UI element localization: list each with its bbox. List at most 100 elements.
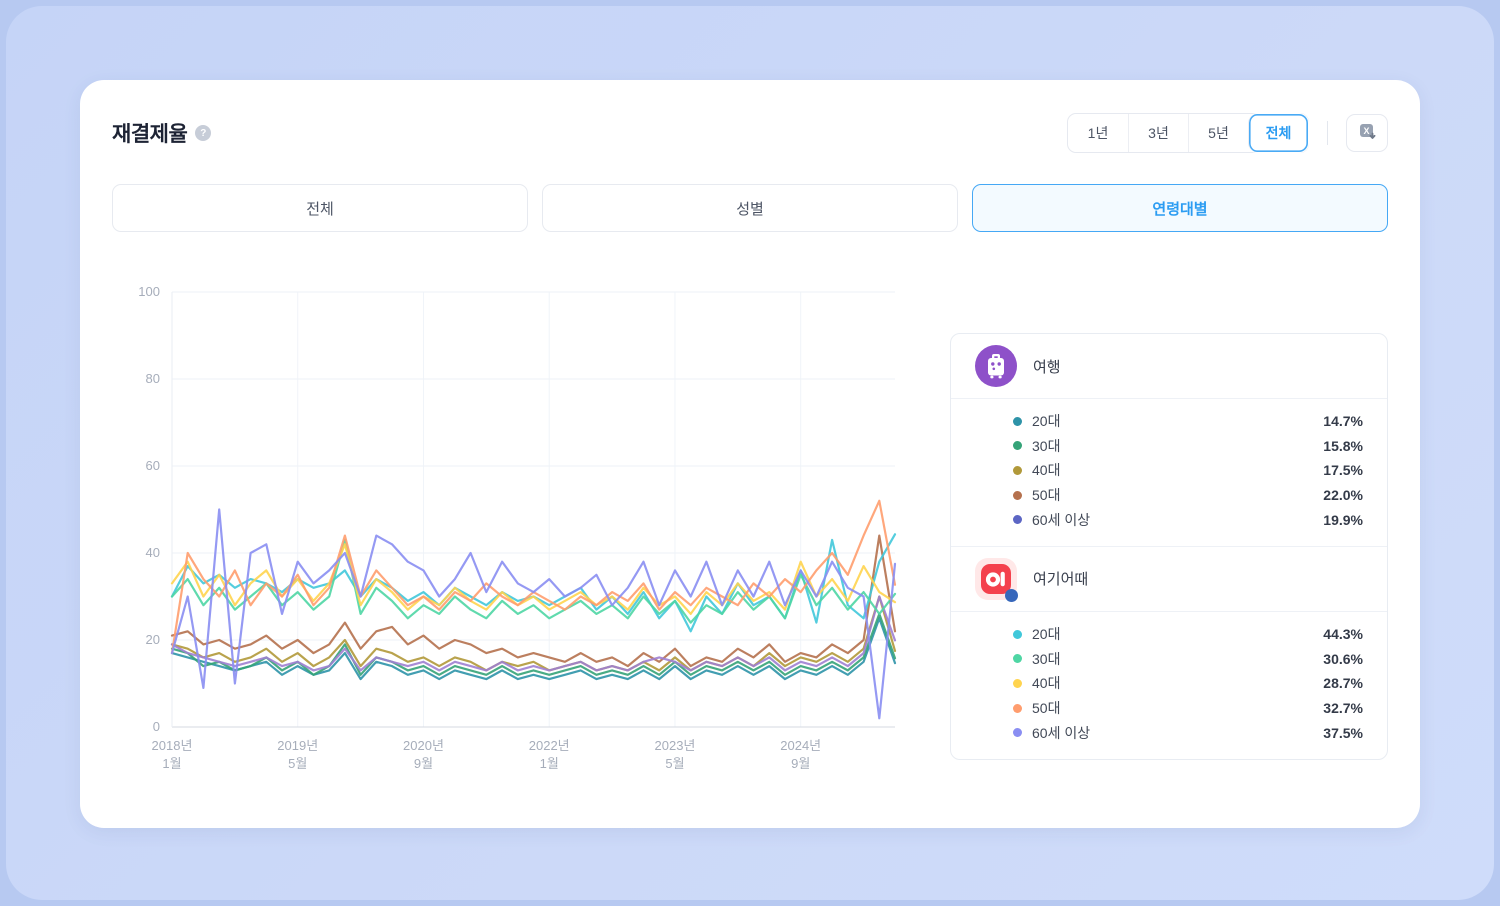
line-series[interactable] — [170, 534, 897, 668]
y-axis-label: 80 — [146, 371, 160, 386]
y-axis-label: 60 — [146, 458, 160, 473]
legend-item-label: 40대 — [1032, 462, 1061, 479]
legend-item-label: 20대 — [1032, 413, 1061, 430]
series-color-dot — [1013, 441, 1022, 451]
range-control: 1년 3년 5년 전체 — [1067, 113, 1309, 153]
series-color-dot — [1013, 728, 1022, 738]
line-series[interactable] — [170, 508, 897, 720]
range-button-0[interactable]: 1년 — [1068, 114, 1128, 152]
range-button-2[interactable]: 5년 — [1188, 114, 1248, 152]
series-color-dot — [1013, 416, 1022, 426]
y-axis-label: 40 — [146, 545, 160, 560]
excel-download-icon: X — [1357, 122, 1377, 144]
brand-badge-dot — [1005, 588, 1018, 602]
svg-text:X: X — [1363, 126, 1369, 136]
legend-item-label: 30대 — [1032, 437, 1061, 454]
legend-item-left: 60세 이상 — [1013, 510, 1090, 530]
line-series[interactable] — [170, 538, 897, 624]
legend-item-left: 40대 — [1013, 673, 1060, 693]
tab-2[interactable]: 연령대별 — [972, 184, 1388, 232]
help-icon[interactable]: ? — [195, 125, 212, 141]
legend-item-left: 50대 — [1013, 698, 1060, 718]
legend-rows-0: 20대 14.7% 30대 15.8% 40대 17.5% 50대 22.0% 60세 이상 19… — [951, 399, 1387, 546]
y-axis-label: 20 — [146, 632, 160, 647]
page-title: 재결제율 — [112, 123, 188, 146]
series-color-dot — [1013, 629, 1022, 639]
chart-canvas[interactable]: 0 20 40 60 80 100 2018년 1월 2019년 5월 2020년 9월 2022년 1월… — [120, 280, 966, 780]
x-axis-label: 2019년 5월 — [277, 738, 318, 771]
legend-item-label: 50대 — [1032, 700, 1061, 717]
x-axis-label: 2022년 1월 — [529, 738, 570, 771]
yeogieottae-app-icon — [975, 557, 1018, 602]
brand-name: 여기어때 — [1033, 571, 1089, 589]
tab-1[interactable]: 성별 — [542, 184, 958, 232]
brand-header-1[interactable]: 여기어때 — [951, 545, 1387, 612]
x-axis-label: 2023년 5월 — [655, 738, 696, 771]
legend-item[interactable]: 50대 32.7% — [951, 696, 1387, 721]
line-series[interactable] — [170, 595, 897, 672]
legend-item-value: 30.6% — [1323, 650, 1363, 667]
legend-item-left: 40대 — [1013, 460, 1060, 480]
legend-item[interactable]: 40대 28.7% — [951, 671, 1387, 696]
legend-item-value: 37.5% — [1323, 724, 1363, 741]
legend-rows-1: 20대 44.3% 30대 30.6% 40대 28.7% 50대 32.7% 60세 이상 37… — [951, 612, 1387, 759]
legend-item-label: 60세 이상 — [1032, 511, 1091, 528]
retention-line-chart[interactable]: 0 20 40 60 80 100 2018년 1월 2019년 5월 2020년 9월 2022년 1월… — [120, 280, 966, 780]
legend-item-value: 17.5% — [1323, 462, 1363, 479]
legend-item-value: 14.7% — [1323, 413, 1363, 430]
legend-panel: 여행 20대 14.7% 30대 15.8% 40대 17.5% 50대 22.0% 60세 이상… — [950, 333, 1388, 760]
series-color-dot — [1013, 515, 1022, 525]
line-series[interactable] — [170, 543, 897, 615]
legend-item-value: 22.0% — [1323, 487, 1363, 504]
legend-item-label: 50대 — [1032, 487, 1061, 504]
legend-item-label: 20대 — [1032, 626, 1061, 643]
retention-rate-card: 재결제율 ? 1년 3년 5년 전체 X 전체 성별 연령대별 0 20 40 60 80 100 2… — [80, 80, 1420, 828]
line-series[interactable] — [170, 595, 897, 672]
y-axis-label: 100 — [138, 284, 160, 299]
series-color-dot — [1013, 465, 1022, 475]
line-series[interactable] — [170, 499, 897, 655]
legend-item-value: 15.8% — [1323, 437, 1363, 454]
y-axis-label: 0 — [153, 719, 160, 734]
legend-item[interactable]: 60세 이상 19.9% — [951, 507, 1387, 532]
legend-item-label: 40대 — [1032, 675, 1061, 692]
line-series[interactable] — [170, 617, 897, 681]
legend-item-label: 30대 — [1032, 650, 1061, 667]
travel-bag-icon — [975, 345, 1017, 387]
series-color-dot — [1013, 678, 1022, 688]
excel-export-button[interactable]: X — [1346, 114, 1388, 152]
legend-item[interactable]: 50대 22.0% — [951, 483, 1387, 508]
legend-item[interactable]: 20대 14.7% — [951, 409, 1387, 434]
series-color-dot — [1013, 654, 1022, 664]
legend-item-value: 32.7% — [1323, 700, 1363, 717]
brand-header-0[interactable]: 여행 — [951, 334, 1387, 399]
legend-item-left: 30대 — [1013, 436, 1060, 456]
legend-item[interactable]: 60세 이상 37.5% — [951, 720, 1387, 745]
legend-item[interactable]: 30대 30.6% — [951, 647, 1387, 672]
x-axis-label: 2018년 1월 — [152, 738, 193, 771]
legend-item-left: 20대 — [1013, 411, 1060, 431]
series-color-dot — [1013, 490, 1022, 500]
legend-item[interactable]: 40대 17.5% — [951, 458, 1387, 483]
legend-item-value: 19.9% — [1323, 511, 1363, 528]
range-button-3[interactable]: 전체 — [1248, 114, 1308, 152]
header-divider — [1327, 121, 1328, 145]
line-series[interactable] — [170, 612, 897, 676]
legend-item-value: 28.7% — [1323, 675, 1363, 692]
legend-item-label: 60세 이상 — [1032, 724, 1091, 741]
legend-item[interactable]: 20대 44.3% — [951, 622, 1387, 647]
brand-name: 여행 — [1033, 358, 1061, 376]
legend-item[interactable]: 30대 15.8% — [951, 434, 1387, 459]
tab-0[interactable]: 전체 — [112, 184, 528, 232]
legend-item-value: 44.3% — [1323, 626, 1363, 643]
series-color-dot — [1013, 703, 1022, 713]
x-axis-label: 2020년 9월 — [403, 738, 444, 771]
range-button-1[interactable]: 3년 — [1128, 114, 1188, 152]
legend-item-left: 60세 이상 — [1013, 723, 1090, 743]
legend-item-left: 30대 — [1013, 649, 1060, 669]
legend-item-left: 20대 — [1013, 624, 1060, 644]
card-header: 재결제율 ? 1년 3년 5년 전체 X — [112, 110, 1388, 156]
legend-item-left: 50대 — [1013, 485, 1060, 505]
view-tabs: 전체 성별 연령대별 — [112, 184, 1388, 232]
x-axis-label: 2024년 9월 — [780, 738, 821, 771]
